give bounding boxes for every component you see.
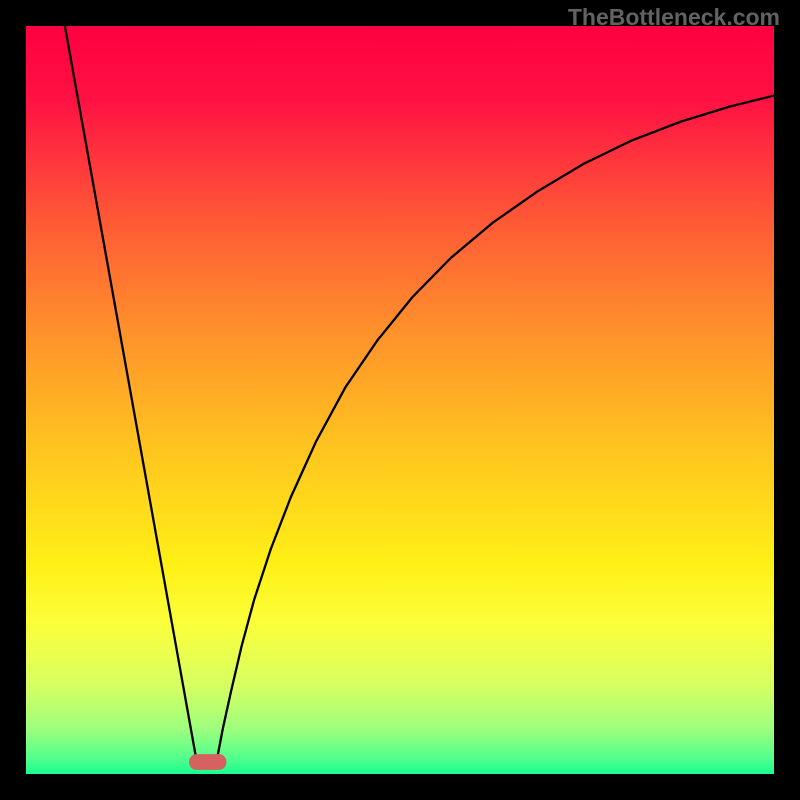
watermark-text: TheBottleneck.com (568, 4, 780, 31)
chart-container: TheBottleneck.com (0, 0, 800, 800)
valley-marker (189, 754, 226, 770)
plot-area (26, 26, 774, 774)
curve-layer (26, 26, 774, 774)
bottleneck-curve (65, 26, 774, 761)
